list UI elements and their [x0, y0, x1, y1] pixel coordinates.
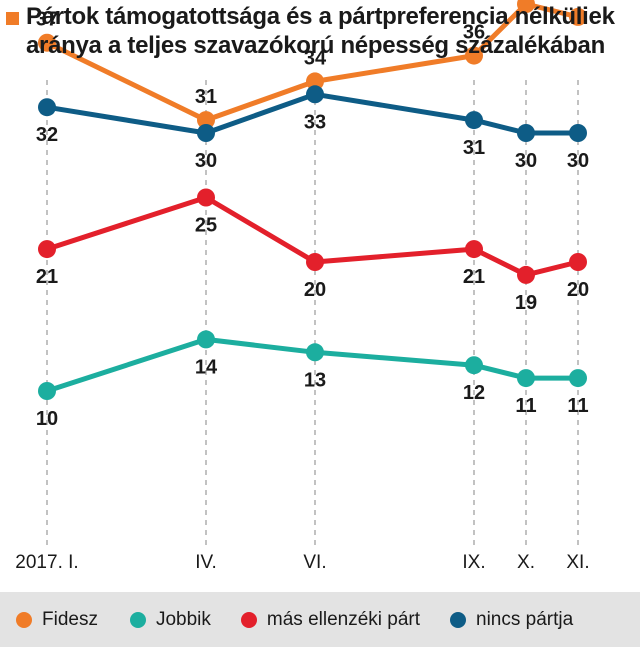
data-point-nincs-partja-5: [569, 124, 587, 142]
legend-marker-fidesz: [16, 611, 32, 628]
legend-item-jobbik: Jobbik: [129, 608, 211, 631]
legend: Fidesz Jobbik más ellenzéki párt nincs p…: [0, 592, 640, 647]
legend-marker-mas-ellenzeki: [240, 611, 257, 628]
data-label-nincs-partja-5: 30: [567, 150, 589, 172]
legend-item-fidesz: Fidesz: [16, 609, 98, 631]
data-point-jobbik-0: [38, 382, 56, 400]
data-point-mas-ellenzeki-part-2: [306, 253, 324, 271]
data-label-fidesz-0: 37: [36, 9, 58, 31]
title-line-2: aránya a teljes szavazókorú népesség szá…: [26, 32, 605, 59]
data-label-nincs-partja-2: 33: [304, 111, 326, 133]
data-label-jobbik-3: 12: [463, 382, 485, 404]
data-point-fidesz-1: [197, 111, 215, 130]
data-label-mas-ellenzeki-part-3: 21: [463, 266, 485, 288]
data-label-jobbik-1: 14: [195, 356, 218, 378]
data-label-jobbik-4: 11: [515, 395, 536, 417]
data-point-fidesz-5: [569, 7, 587, 26]
data-point-jobbik-3: [465, 356, 483, 375]
legend-label-fidesz: Fidesz: [42, 608, 98, 630]
x-tick-label-1: IV.: [195, 552, 217, 573]
data-label-fidesz-2: 34: [304, 47, 327, 69]
legend-marker-jobbik: [129, 611, 146, 628]
data-point-mas-ellenzeki-part-1: [197, 188, 215, 207]
legend-item-mas-ellenzeki: más ellenzéki párt: [240, 608, 421, 631]
data-label-mas-ellenzeki-part-0: 21: [36, 266, 58, 288]
title-marker: [6, 12, 19, 25]
data-point-nincs-partja-1: [197, 124, 215, 142]
legend-label-nincs-partja: nincs pártja: [476, 608, 574, 630]
legend-marker-nincs-partja: [450, 611, 467, 628]
data-point-jobbik-4: [517, 369, 535, 388]
data-label-jobbik-2: 13: [304, 369, 326, 391]
data-label-nincs-partja-1: 30: [195, 150, 217, 172]
x-tick-label-0: 2017. I.: [15, 552, 78, 573]
x-tick-label-4: X.: [517, 552, 535, 573]
data-label-fidesz-5: 39: [567, 0, 589, 5]
data-point-nincs-partja-3: [465, 111, 483, 130]
data-label-jobbik-0: 10: [36, 408, 58, 430]
data-label-mas-ellenzeki-part-2: 20: [304, 279, 326, 301]
data-point-mas-ellenzeki-part-4: [517, 265, 535, 284]
data-label-fidesz-1: 31: [195, 86, 217, 108]
data-label-nincs-partja-0: 32: [36, 124, 58, 146]
legend-label-mas-ellenzeki: más ellenzéki párt: [266, 608, 421, 630]
data-point-fidesz-3: [465, 46, 483, 65]
data-point-fidesz-4: [517, 0, 535, 13]
data-point-nincs-partja-4: [517, 124, 535, 142]
data-point-nincs-partja-2: [306, 85, 324, 104]
legend-item-nincs-partja: nincs pártja: [450, 609, 573, 631]
data-label-mas-ellenzeki-part-5: 20: [567, 279, 589, 301]
x-tick-label-3: IX.: [462, 552, 485, 573]
data-point-jobbik-5: [569, 369, 587, 388]
chart-title: Pártok támogatottsága és a pártpreferenc…: [6, 2, 636, 60]
data-point-jobbik-2: [306, 343, 324, 362]
data-label-nincs-partja-4: 30: [515, 150, 537, 172]
legend-label-jobbik: Jobbik: [155, 608, 211, 630]
data-label-fidesz-3: 36: [463, 22, 485, 44]
data-point-nincs-partja-0: [38, 98, 56, 117]
data-point-fidesz-0: [38, 33, 56, 52]
data-label-nincs-partja-3: 31: [463, 137, 485, 159]
data-point-mas-ellenzeki-part-5: [569, 253, 587, 271]
data-point-jobbik-1: [197, 330, 215, 349]
data-label-mas-ellenzeki-part-4: 19: [515, 292, 537, 314]
x-tick-label-2: VI.: [303, 552, 326, 573]
data-label-jobbik-5: 11: [567, 395, 588, 417]
data-point-mas-ellenzeki-part-0: [38, 240, 56, 259]
data-label-mas-ellenzeki-part-1: 25: [195, 215, 217, 237]
title-line-1: Pártok támogatottsága és a pártpreferenc…: [26, 3, 615, 30]
data-point-mas-ellenzeki-part-3: [465, 240, 483, 259]
x-tick-label-5: XI.: [566, 552, 589, 573]
data-point-fidesz-2: [306, 72, 324, 91]
